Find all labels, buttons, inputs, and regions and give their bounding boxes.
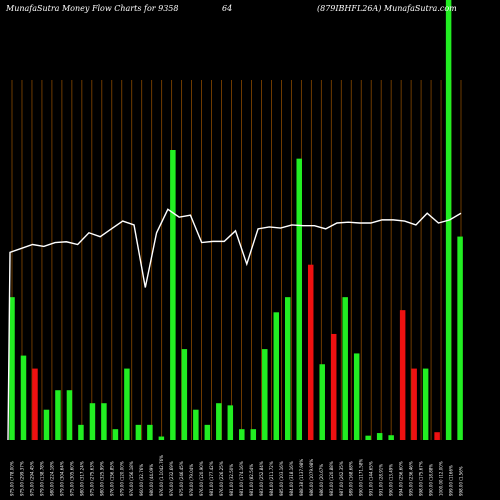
x-tick-label: 975.00 (305.60%: [69, 461, 74, 496]
x-tick-label: 987.00 (262.35%: [339, 461, 344, 496]
x-tick-label: 975.00 (246.45%: [179, 461, 184, 496]
x-tick-label: 985.00 (103.16%: [279, 461, 284, 496]
x-tick-label: 979.00 (138.78%: [39, 461, 44, 496]
x-tick-label: 976.00 (156.18%: [129, 461, 134, 496]
bar: [147, 424, 153, 440]
bar: [457, 236, 463, 440]
bar: [411, 368, 417, 440]
x-tick-label: 984.00 (211.72%: [269, 461, 274, 496]
x-tick-label: 994.00 (256.60%: [399, 461, 404, 496]
bar: [43, 409, 50, 440]
x-tick-label: 976.00 (120.90%: [199, 461, 204, 496]
x-tick-label: 984.00 (318.16%: [289, 461, 294, 496]
x-tick-label: 978.00 (79.04%: [189, 464, 194, 496]
bar: [273, 312, 280, 440]
bar: [9, 297, 15, 440]
bar: [262, 349, 268, 440]
money-flow-line: [7, 208, 462, 441]
x-tick-label: 998.00 (175.67%: [419, 461, 424, 496]
bar: [250, 429, 257, 440]
x-tick-label: 975.00 (299.37%: [19, 461, 24, 496]
x-tick-label: 995.00 (236.46%: [409, 461, 414, 496]
bar: [170, 150, 176, 440]
x-tick-label: 990.00 (1171.58%: [359, 459, 364, 496]
chart-source-label: (879IBHFL26A) MunafaSutra.com: [317, 4, 457, 13]
bar: [388, 435, 394, 440]
bar: [204, 424, 211, 440]
bar: [285, 297, 291, 440]
x-tick-label: 980.00 (224.18%: [49, 461, 54, 496]
x-tick-label: 988.38 (1137.98%: [299, 459, 304, 496]
bar: [216, 403, 222, 440]
bar: [434, 432, 440, 440]
x-tick-label: 981.00 (174.16%: [239, 461, 244, 496]
x-tick-label: 979.00 (120.00%: [119, 461, 124, 496]
bar: [376, 433, 383, 440]
bar: [32, 368, 38, 440]
bar: [330, 333, 337, 440]
x-tick-label: 986.00 (1079.98%: [309, 459, 314, 496]
bar: [135, 424, 142, 440]
x-tick-label: 976.00 (156.85%: [109, 461, 114, 496]
x-tick-label: 981.00 (177.42%: [209, 461, 214, 496]
bar: [365, 435, 371, 440]
x-tick-label: 983.00 (252.84%: [259, 461, 264, 496]
bar: [319, 364, 325, 440]
x-tick-labels: 975.00 (778.00% 975.00 (299.37% 975.00 (29…: [10, 455, 464, 496]
x-tick-label: 975.00 (294.45%: [29, 461, 34, 496]
x-tick-label: 990.00 (18.88%: [429, 464, 434, 496]
x-tick-label: 999.00 (1166%: [449, 465, 454, 496]
bar: [158, 436, 165, 440]
bar: [239, 429, 245, 440]
bar: [353, 353, 360, 440]
x-tick-label: 1000.00 (12.00%: [439, 461, 444, 496]
chart-title: MunafaSutra Money Flow Charts for 9358: [5, 4, 179, 13]
x-tick-label: 960.00 (32.76%: [139, 464, 144, 496]
x-tick-label: 976.00 (226.25%: [219, 461, 224, 496]
x-tick-label: 983.00 (120.88%: [329, 461, 334, 496]
x-tick-label: 991.00 (28.91%: [379, 464, 384, 496]
x-tick-label: 976.00 (1.1042.76%: [159, 455, 164, 496]
bar: [124, 368, 130, 440]
bar: [399, 310, 406, 440]
x-tick-label: 979.00 (304.64%: [59, 461, 64, 496]
bar: [89, 403, 96, 440]
bar: [20, 355, 27, 440]
x-tick-label: 991.00 (144.65%: [369, 461, 374, 496]
x-tick-label: 980.00 (325.99%: [99, 461, 104, 496]
bar: [66, 390, 73, 440]
x-tick-label: 981.00 (82.54%: [249, 464, 254, 496]
x-tick-label: 998.00 (1.56%: [459, 466, 464, 496]
bar: [181, 349, 188, 440]
bar: [422, 368, 429, 440]
x-tick-label: 976.00 (232.69%: [169, 461, 174, 496]
x-tick-label: 975.00 (275.63%: [89, 461, 94, 496]
vertical-grid: [11, 80, 462, 440]
bar: [296, 158, 302, 440]
x-tick-label: 975.00 (778.00%: [10, 461, 15, 496]
chart-subtitle-code: 64: [222, 4, 232, 13]
x-tick-label: 990.00 (13.49%: [389, 464, 394, 496]
bar: [342, 297, 348, 440]
x-tick-label: 986.00 (20.67%: [319, 464, 324, 496]
bar: [307, 264, 314, 440]
bar: [112, 429, 119, 440]
x-tick-label: 980.00 (317.24%: [79, 461, 84, 496]
bar: [55, 390, 61, 440]
bar: [78, 424, 84, 440]
bar: [101, 403, 107, 440]
x-tick-label: 989.00 (168.68%: [349, 461, 354, 496]
x-tick-label: 981.00 (32.50%: [229, 464, 234, 496]
bar: [227, 405, 234, 440]
x-tick-label: 980.00 (44.09%: [149, 464, 154, 496]
bar: [193, 409, 199, 440]
